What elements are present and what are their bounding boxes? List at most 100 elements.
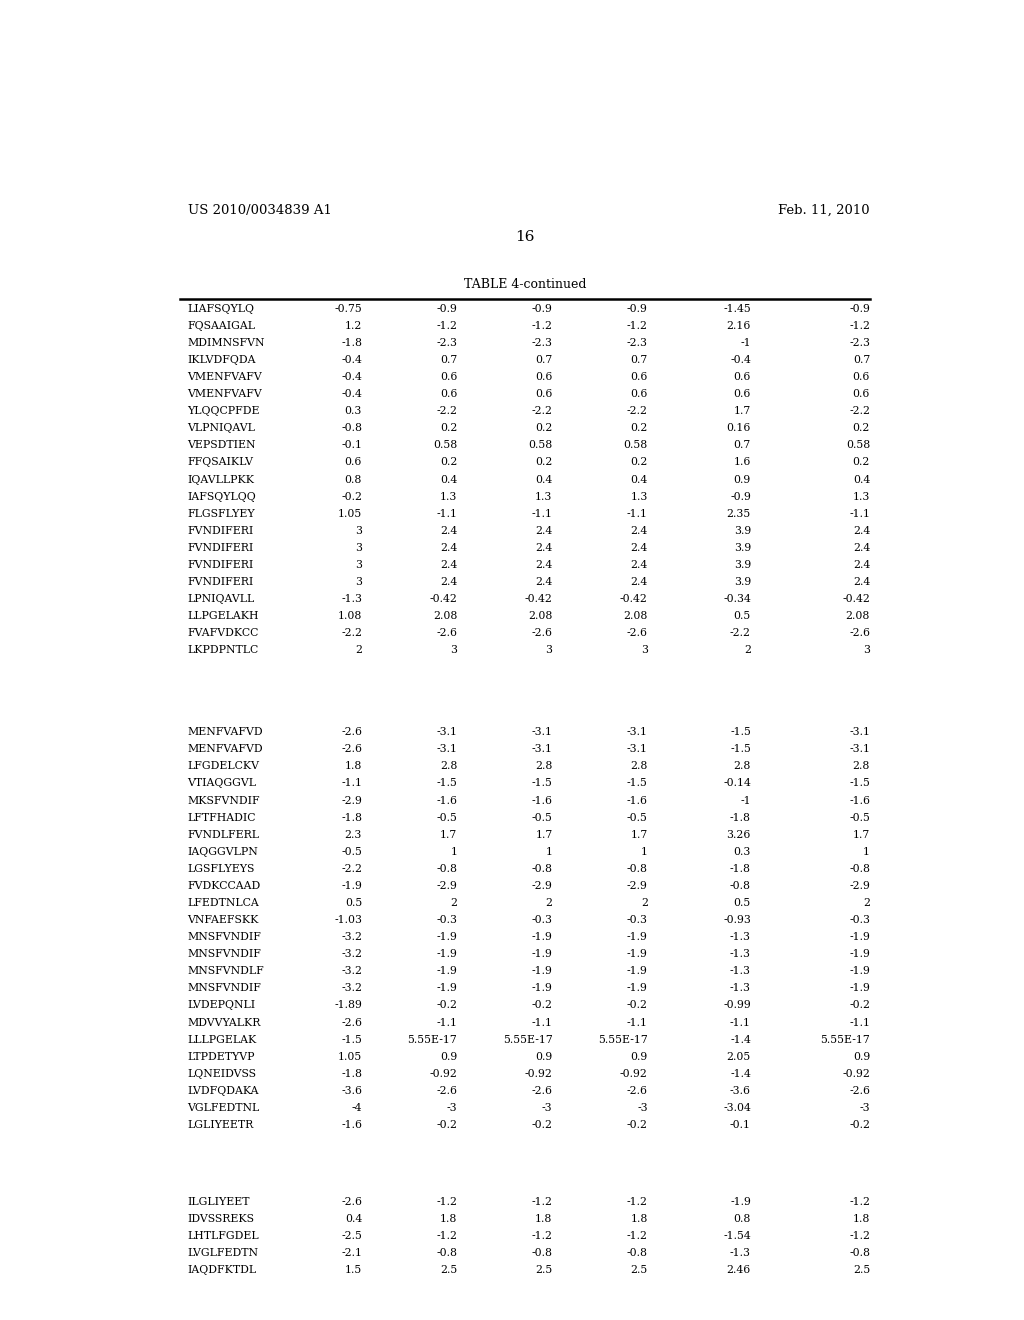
Text: -0.1: -0.1 <box>730 1119 751 1130</box>
Text: -3.6: -3.6 <box>730 1086 751 1096</box>
Text: 3.9: 3.9 <box>734 577 751 587</box>
Text: -2.2: -2.2 <box>341 863 362 874</box>
Text: -2.6: -2.6 <box>531 1086 553 1096</box>
Text: -3.1: -3.1 <box>531 727 553 737</box>
Text: 2.4: 2.4 <box>440 525 458 536</box>
Text: -4: -4 <box>351 1104 362 1113</box>
Text: 2.4: 2.4 <box>440 543 458 553</box>
Text: IKLVDFQDA: IKLVDFQDA <box>187 355 256 364</box>
Text: MDVVYALKR: MDVVYALKR <box>187 1018 261 1027</box>
Text: 2.4: 2.4 <box>536 525 553 536</box>
Text: -0.14: -0.14 <box>723 779 751 788</box>
Text: 2.4: 2.4 <box>440 560 458 570</box>
Text: 0.3: 0.3 <box>733 846 751 857</box>
Text: MNSFVNDIF: MNSFVNDIF <box>187 983 261 994</box>
Text: -0.8: -0.8 <box>531 863 553 874</box>
Text: -0.8: -0.8 <box>341 424 362 433</box>
Text: 2.4: 2.4 <box>631 560 648 570</box>
Text: MNSFVNDIF: MNSFVNDIF <box>187 949 261 960</box>
Text: LVDFQDAKA: LVDFQDAKA <box>187 1086 259 1096</box>
Text: 3: 3 <box>641 645 648 655</box>
Text: 2: 2 <box>546 898 553 908</box>
Text: LIAFSQYLQ: LIAFSQYLQ <box>187 304 255 314</box>
Text: -0.2: -0.2 <box>849 1119 870 1130</box>
Text: -1.1: -1.1 <box>341 779 362 788</box>
Text: -3: -3 <box>859 1104 870 1113</box>
Text: 0.7: 0.7 <box>631 355 648 364</box>
Text: ILGLIYEET: ILGLIYEET <box>187 1197 250 1206</box>
Text: 1.05: 1.05 <box>338 1052 362 1061</box>
Text: -1.1: -1.1 <box>627 1018 648 1027</box>
Text: 3.9: 3.9 <box>734 560 751 570</box>
Text: 1: 1 <box>451 846 458 857</box>
Text: -0.42: -0.42 <box>620 594 648 605</box>
Text: -2.6: -2.6 <box>531 628 553 638</box>
Text: 0.7: 0.7 <box>734 441 751 450</box>
Text: 0.5: 0.5 <box>734 898 751 908</box>
Text: 0.8: 0.8 <box>345 474 362 484</box>
Text: -0.42: -0.42 <box>842 594 870 605</box>
Text: LLLPGELAK: LLLPGELAK <box>187 1035 257 1044</box>
Text: 3: 3 <box>355 560 362 570</box>
Text: 0.9: 0.9 <box>734 474 751 484</box>
Text: IAFSQYLQQ: IAFSQYLQQ <box>187 491 256 502</box>
Text: -2.2: -2.2 <box>730 628 751 638</box>
Text: 0.58: 0.58 <box>624 441 648 450</box>
Text: 3.9: 3.9 <box>734 543 751 553</box>
Text: US 2010/0034839 A1: US 2010/0034839 A1 <box>187 205 332 216</box>
Text: -2.9: -2.9 <box>849 880 870 891</box>
Text: -0.3: -0.3 <box>531 915 553 925</box>
Text: YLQQCPFDE: YLQQCPFDE <box>187 407 260 416</box>
Text: -1.2: -1.2 <box>436 321 458 331</box>
Text: VMENFVAFV: VMENFVAFV <box>187 389 262 399</box>
Text: -0.93: -0.93 <box>723 915 751 925</box>
Text: 5.55E-17: 5.55E-17 <box>503 1035 553 1044</box>
Text: FQSAAIGAL: FQSAAIGAL <box>187 321 256 331</box>
Text: LHTLFGDEL: LHTLFGDEL <box>187 1232 259 1241</box>
Text: 1.8: 1.8 <box>440 1214 458 1224</box>
Text: 3: 3 <box>863 645 870 655</box>
Text: 2: 2 <box>451 898 458 908</box>
Text: LLPGELAKH: LLPGELAKH <box>187 611 259 622</box>
Text: 5.55E-17: 5.55E-17 <box>820 1035 870 1044</box>
Text: 0.2: 0.2 <box>631 424 648 433</box>
Text: -2.2: -2.2 <box>436 407 458 416</box>
Text: 0.3: 0.3 <box>345 407 362 416</box>
Text: 0.6: 0.6 <box>853 372 870 381</box>
Text: -1.9: -1.9 <box>436 949 458 960</box>
Text: -1.9: -1.9 <box>531 966 553 977</box>
Text: 1.7: 1.7 <box>631 830 648 840</box>
Text: 2.08: 2.08 <box>846 611 870 622</box>
Text: -3.2: -3.2 <box>341 932 362 942</box>
Text: MNSFVNDIF: MNSFVNDIF <box>187 932 261 942</box>
Text: 2.4: 2.4 <box>536 560 553 570</box>
Text: 2.08: 2.08 <box>433 611 458 622</box>
Text: 2.46: 2.46 <box>727 1265 751 1275</box>
Text: -2.3: -2.3 <box>627 338 648 348</box>
Text: 1.8: 1.8 <box>536 1214 553 1224</box>
Text: -1.9: -1.9 <box>627 966 648 977</box>
Text: -1.9: -1.9 <box>627 932 648 942</box>
Text: 1.3: 1.3 <box>536 491 553 502</box>
Text: IAQGGVLPN: IAQGGVLPN <box>187 846 258 857</box>
Text: 1.3: 1.3 <box>631 491 648 502</box>
Text: -0.5: -0.5 <box>531 813 553 822</box>
Text: LKPDPNTLC: LKPDPNTLC <box>187 645 259 655</box>
Text: -1.9: -1.9 <box>436 966 458 977</box>
Text: 2.16: 2.16 <box>727 321 751 331</box>
Text: -1.9: -1.9 <box>627 983 648 994</box>
Text: -2.3: -2.3 <box>436 338 458 348</box>
Text: 1: 1 <box>641 846 648 857</box>
Text: -0.2: -0.2 <box>627 1119 648 1130</box>
Text: -1.9: -1.9 <box>627 949 648 960</box>
Text: -3.1: -3.1 <box>627 727 648 737</box>
Text: 1.5: 1.5 <box>345 1265 362 1275</box>
Text: 0.4: 0.4 <box>536 474 553 484</box>
Text: 0.6: 0.6 <box>733 372 751 381</box>
Text: 2.05: 2.05 <box>727 1052 751 1061</box>
Text: -0.2: -0.2 <box>849 1001 870 1010</box>
Text: 0.58: 0.58 <box>433 441 458 450</box>
Text: VNFAEFSKK: VNFAEFSKK <box>187 915 259 925</box>
Text: 2.8: 2.8 <box>440 762 458 771</box>
Text: 2.4: 2.4 <box>853 543 870 553</box>
